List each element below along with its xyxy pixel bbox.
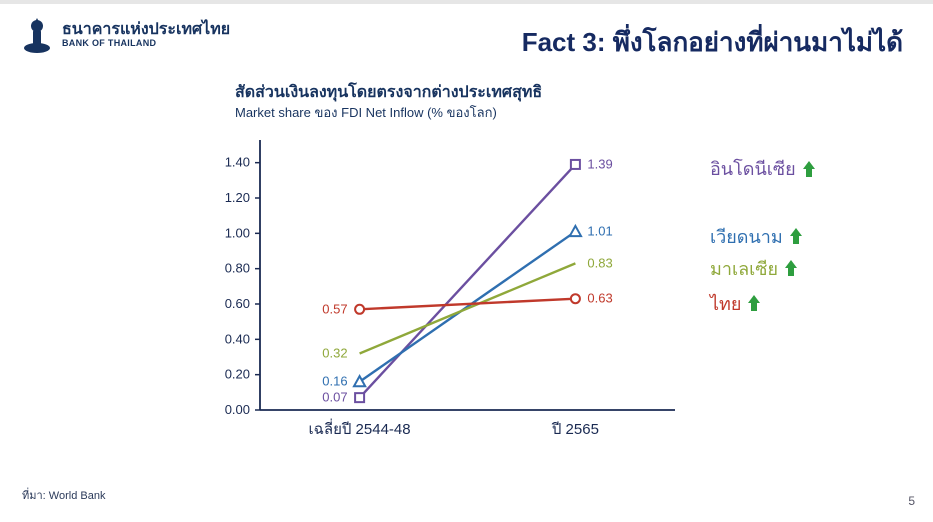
value-label: 0.16 — [322, 374, 347, 389]
legend-label: เวียดนาม — [710, 222, 783, 251]
legend-item-vietnam: เวียดนาม — [710, 222, 803, 251]
value-label: 0.57 — [322, 301, 347, 316]
svg-text:0.20: 0.20 — [225, 367, 250, 382]
legend-label: มาเลเซีย — [710, 254, 778, 283]
svg-text:0.40: 0.40 — [225, 331, 250, 346]
legend-item-malaysia: มาเลเซีย — [710, 254, 798, 283]
legend-label: ไทย — [710, 289, 741, 318]
svg-text:1.20: 1.20 — [225, 190, 250, 205]
legend-item-thailand: ไทย — [710, 289, 761, 318]
svg-text:1.40: 1.40 — [225, 155, 250, 170]
source-note: ที่มา: World Bank — [22, 486, 105, 504]
legend-item-indonesia: อินโดนีเซีย — [710, 154, 816, 183]
org-name-th: ธนาคารแห่งประเทศไทย — [62, 22, 230, 39]
legend-label: อินโดนีเซีย — [710, 154, 796, 183]
value-label: 1.39 — [587, 156, 612, 171]
bot-logo-mark — [22, 16, 52, 54]
value-label: 0.07 — [322, 390, 347, 405]
chart-title-en: Market share ของ FDI Net Inflow (% ของโล… — [235, 102, 497, 123]
svg-text:0.80: 0.80 — [225, 261, 250, 276]
trend-up-icon — [784, 259, 798, 277]
trend-up-icon — [789, 227, 803, 245]
value-label: 0.32 — [322, 345, 347, 360]
slide-title: Fact 3: พึ่งโลกอย่างที่ผ่านมาไม่ได้ — [522, 22, 903, 63]
trend-up-icon — [747, 294, 761, 312]
svg-text:0.00: 0.00 — [225, 402, 250, 417]
svg-text:0.60: 0.60 — [225, 296, 250, 311]
value-label: 0.63 — [587, 291, 612, 306]
svg-text:เฉลี่ยปี 2544-48: เฉลี่ยปี 2544-48 — [309, 418, 411, 438]
org-name-en: BANK OF THAILAND — [62, 38, 230, 48]
value-label: 1.01 — [587, 224, 612, 239]
svg-text:ปี 2565: ปี 2565 — [551, 421, 599, 438]
bot-logo: ธนาคารแห่งประเทศไทย BANK OF THAILAND — [22, 16, 230, 54]
top-divider — [0, 0, 933, 4]
trend-up-icon — [802, 160, 816, 178]
value-label: 0.83 — [587, 255, 612, 270]
svg-text:1.00: 1.00 — [225, 225, 250, 240]
page-number: 5 — [908, 494, 915, 508]
fdi-line-chart: 0.00 0.20 0.40 0.60 0.80 1.00 1.20 1.40 เฉลี่ยปี… — [205, 135, 685, 445]
